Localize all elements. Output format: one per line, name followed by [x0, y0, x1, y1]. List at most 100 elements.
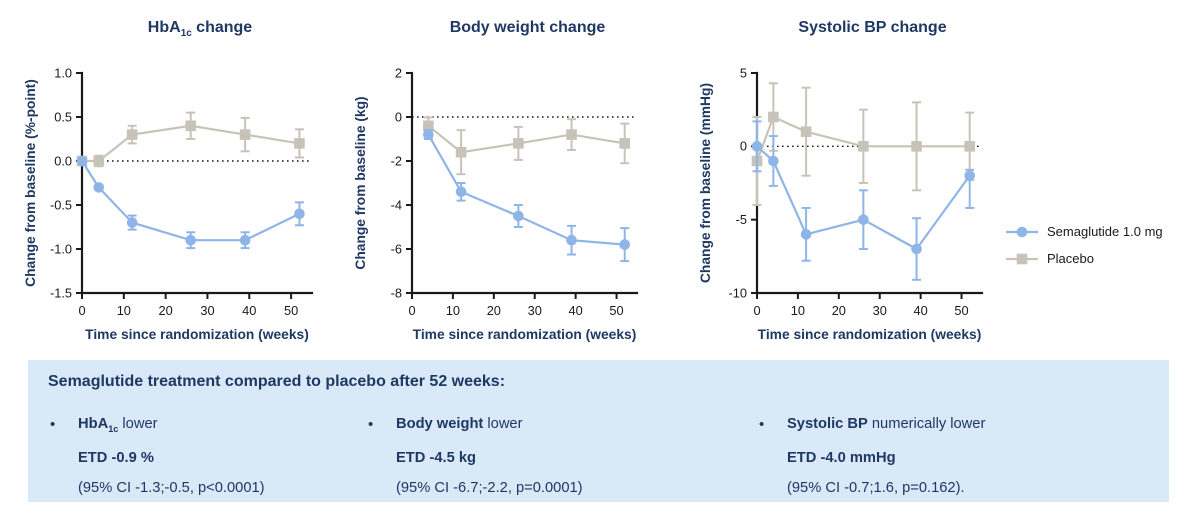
data-point-circle: [964, 170, 976, 181]
endpoint-name: Body weight: [396, 416, 484, 432]
x-tick-label: 50: [954, 303, 968, 318]
data-point-square: [768, 111, 779, 123]
data-point-square: [858, 141, 869, 152]
chart-title-body-weight: Body weight change: [405, 16, 650, 40]
series-placebo: [76, 111, 305, 168]
y-tick-label: -2: [391, 153, 402, 168]
data-point-square: [126, 129, 138, 140]
x-tick-label: 10: [446, 303, 460, 318]
y-tick-label: 0.5: [54, 109, 72, 124]
x-tick-label: 50: [609, 303, 623, 318]
series-semaglutide-1-0-mg: [76, 155, 305, 250]
x-tick-label: 40: [569, 303, 583, 318]
x-tick-label: 20: [487, 303, 501, 318]
x-axis-title: Time since randomization (weeks): [85, 327, 309, 342]
summary-bullet-systolic-bp: • Systolic BP numerically lower ETD -4.0…: [759, 410, 985, 503]
chart-title-text: Body weight change: [449, 19, 606, 36]
x-tick-label: 0: [753, 303, 760, 318]
summary-line-etd: ETD -4.5 kg: [396, 450, 476, 467]
y-axis-title: Change from baseline (%-point): [23, 79, 38, 287]
chart-title-text: change: [191, 19, 253, 36]
summary-box: Semaglutide treatment compared to placeb…: [28, 360, 1169, 502]
series-semaglutide-1-0-mg: [423, 129, 631, 263]
data-point-square: [239, 129, 251, 140]
y-tick-label: -1.0: [50, 241, 72, 256]
legend-label-semaglutide: Semaglutide 1.0 mg: [1047, 224, 1163, 239]
y-tick-label: 5: [740, 65, 747, 80]
data-point-square: [964, 141, 976, 152]
data-point-square: [619, 138, 631, 149]
data-point-circle: [93, 182, 105, 193]
chart-title-text: Systolic BP change: [798, 19, 947, 36]
axes: 50-5-100 10 20 30 40 50: [729, 65, 984, 318]
chart-title-systolic-bp: Systolic BP change: [750, 16, 995, 40]
y-tick-label: 0.0: [54, 153, 72, 168]
x-tick-label: 10: [117, 303, 131, 318]
endpoint-subscript: 1c: [108, 423, 119, 434]
legend-item-semaglutide: Semaglutide 1.0 mg: [1005, 218, 1195, 245]
y-tick-label: -5: [736, 212, 747, 227]
chart-svg-hba1c: 1.0 0.5 0.0 -0.5 -1.0 -1.5 0 10 20 30 40 50 Change f…: [23, 65, 314, 342]
y-tick-label: -4: [391, 197, 402, 212]
data-point-circle: [800, 229, 812, 240]
chart-hba1c: HbA1c change 1.0 0.5 0.0 -0.5 -1.0 -1.5 0 10 20 3…: [20, 0, 325, 361]
x-tick-label: 50: [284, 303, 298, 318]
chart-systolic-bp: Systolic BP change 5 0 -5 -10 0 10 20 30 40 50 Cha…: [695, 0, 995, 361]
data-point-square: [800, 126, 812, 137]
semaglutide-circle-marker-icon: [1005, 224, 1039, 240]
data-point-circle: [185, 234, 197, 246]
data-point-square: [294, 138, 305, 149]
x-tick-label: 30: [528, 303, 542, 318]
y-axis-title: Change from baseline (kg): [353, 96, 368, 269]
x-tick-label: 30: [873, 303, 887, 318]
summary-bullet-hba1c-text: HbA1c lower ETD -0.9 % (95% CI -1.3;-0.5…: [78, 410, 265, 503]
data-point-square: [93, 155, 105, 167]
series-placebo: [423, 116, 631, 176]
data-point-circle: [126, 217, 138, 228]
chart-body-weight: Body weight change 2 0 -2 -4 -6 -8 0 10 20 30 40 50…: [350, 0, 650, 361]
summary-bullet-hba1c: • HbA1c lower ETD -0.9 % (95% CI -1.3;-0…: [50, 410, 265, 503]
summary-line-endpoint: Body weight lower: [396, 410, 583, 444]
summary-bullet-body-weight-text: Body weight lower ETD -4.5 kg (95% CI -6…: [396, 410, 583, 503]
data-point-square: [513, 138, 524, 149]
data-point-circle: [911, 243, 922, 255]
data-point-square: [455, 146, 467, 158]
legend: Semaglutide 1.0 mg Placebo: [1005, 218, 1195, 272]
series-semaglutide-1-0-mg: [751, 120, 976, 281]
x-axis-title: Time since randomization (weeks): [758, 327, 982, 342]
bullet-icon: •: [368, 416, 374, 433]
data-point-circle: [751, 141, 763, 152]
bullet-icon: •: [50, 416, 56, 433]
data-point-circle: [76, 155, 88, 167]
data-point-square: [185, 120, 197, 132]
summary-line-endpoint: Systolic BP numerically lower: [787, 410, 985, 444]
data-point-circle: [294, 208, 305, 220]
y-tick-label: -10: [729, 285, 748, 300]
data-point-circle: [455, 186, 467, 198]
summary-line-etd: ETD -4.0 mmHg: [787, 450, 896, 467]
y-tick-label: -8: [391, 285, 402, 300]
summary-line-ci: (95% CI -0.7;1.6, p=0.162).: [787, 479, 965, 496]
chart-title-subscript: 1c: [180, 28, 192, 40]
axes: 1.0 0.5 0.0 -0.5 -1.0 -1.5 0 10 20 30 40 50: [50, 65, 314, 318]
endpoint-name: HbA: [78, 416, 109, 432]
endpoint-result: lower: [483, 416, 523, 432]
x-tick-label: 10: [791, 303, 805, 318]
endpoint-name: Systolic BP: [787, 416, 868, 432]
y-tick-label: 0: [395, 109, 402, 124]
summary-line-endpoint: HbA1c lower: [78, 410, 265, 444]
data-point-circle: [566, 234, 577, 246]
x-tick-label: 20: [832, 303, 846, 318]
y-tick-label: 0: [740, 139, 747, 154]
summary-bullet-body-weight: • Body weight lower ETD -4.5 kg (95% CI …: [368, 410, 583, 503]
data-point-circle: [513, 210, 524, 222]
data-point-square: [566, 129, 577, 140]
x-tick-label: 0: [78, 303, 85, 318]
placebo-square-marker-icon: [1005, 251, 1039, 267]
endpoint-result: numerically lower: [867, 416, 986, 432]
data-point-circle: [239, 234, 251, 246]
legend-label-placebo: Placebo: [1047, 251, 1094, 266]
